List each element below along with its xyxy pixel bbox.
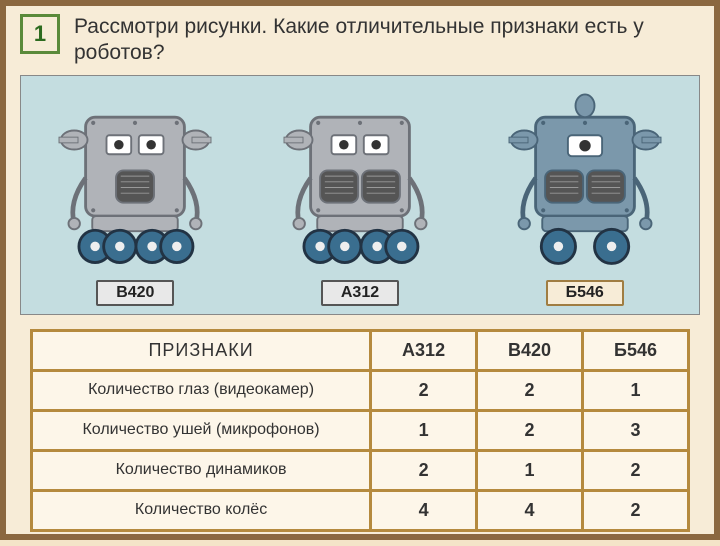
col-robot-1: В420 [477, 330, 583, 370]
robot-label: Б546 [546, 280, 624, 306]
feature-name: Количество ушей (микрофонов) [32, 410, 371, 450]
feature-value: 2 [477, 410, 583, 450]
robot-label: А312 [321, 280, 399, 306]
header-row: 1 Рассмотри рисунки. Какие отличительные… [20, 14, 700, 67]
task-number: 1 [34, 21, 46, 47]
robot-B546: Б546 [476, 82, 693, 306]
robot-image [27, 78, 244, 278]
features-table: ПРИЗНАКИ А312 В420 Б546 Количество глаз … [30, 329, 690, 532]
robot-B420: В420 [27, 82, 244, 306]
feature-value: 4 [477, 490, 583, 530]
task-number-box: 1 [20, 14, 60, 54]
col-robot-0: А312 [371, 330, 477, 370]
robot-label: В420 [96, 280, 174, 306]
feature-value: 4 [371, 490, 477, 530]
table-row: Количество ушей (микрофонов)123 [32, 410, 689, 450]
table-body: Количество глаз (видеокамер)221Количеств… [32, 370, 689, 530]
feature-value: 2 [371, 450, 477, 490]
feature-name: Количество глаз (видеокамер) [32, 370, 371, 410]
robot-image [252, 78, 469, 278]
robot-image [476, 78, 693, 278]
feature-value: 1 [371, 410, 477, 450]
robot-A312: А312 [252, 82, 469, 306]
feature-value: 2 [583, 490, 689, 530]
table-row: Количество глаз (видеокамер)221 [32, 370, 689, 410]
feature-value: 1 [583, 370, 689, 410]
question-text: Рассмотри рисунки. Какие отличительные п… [74, 14, 700, 67]
col-feature: ПРИЗНАКИ [32, 330, 371, 370]
feature-value: 2 [371, 370, 477, 410]
feature-name: Количество колёс [32, 490, 371, 530]
table-row: Количество динамиков212 [32, 450, 689, 490]
feature-value: 1 [477, 450, 583, 490]
feature-value: 3 [583, 410, 689, 450]
feature-value: 2 [477, 370, 583, 410]
feature-value: 2 [583, 450, 689, 490]
col-robot-2: Б546 [583, 330, 689, 370]
robots-illustration: В420 А312 [20, 75, 700, 315]
feature-name: Количество динамиков [32, 450, 371, 490]
table-row: Количество колёс442 [32, 490, 689, 530]
